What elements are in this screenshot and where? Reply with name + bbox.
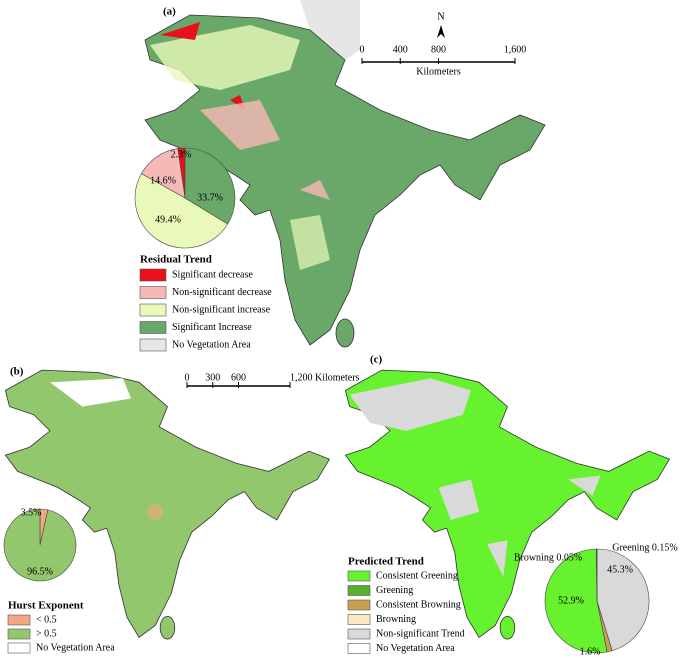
legend-label: Significant Increase <box>172 322 252 333</box>
legend-label: Browning <box>376 614 416 625</box>
legend-swatch <box>347 570 371 582</box>
legend-swatch <box>139 321 167 334</box>
scale-label: 600 <box>231 372 246 383</box>
pie-label: 3.5% <box>21 507 42 518</box>
legend-title: Hurst Exponent <box>8 600 84 612</box>
scale-label: 1,600 <box>504 44 527 55</box>
panel-label: (b) <box>10 366 24 378</box>
pie-slice <box>596 548 650 652</box>
map-a <box>144 0 546 348</box>
legend-label: No Vegetation Area <box>376 643 455 654</box>
legend-swatch <box>347 628 371 640</box>
scale-unit: Kilometers <box>416 66 461 77</box>
pie-label: 45.3% <box>607 564 633 575</box>
legend-swatch <box>347 614 371 625</box>
panel-label: (a) <box>163 6 176 18</box>
pie-label: 14.6% <box>150 175 176 186</box>
legend-swatch <box>347 599 371 611</box>
legend-swatch <box>347 643 371 654</box>
legend-swatch <box>139 268 167 282</box>
legend-swatch <box>139 286 167 299</box>
scale-label: 400 <box>393 44 408 55</box>
pie-label: 96.5% <box>27 566 53 577</box>
legend-label: No Vegetation Area <box>36 642 115 653</box>
pie-label: 1.6% <box>580 646 601 657</box>
legend-swatch <box>139 303 167 317</box>
pie-label: Browning 0.05% <box>514 552 582 563</box>
scale-label: 0 <box>360 44 365 55</box>
pie-slice <box>184 147 236 225</box>
legend-label: < 0.5 <box>36 614 57 625</box>
legend-label: Non-significant decrease <box>172 287 272 298</box>
legend-title: Residual Trend <box>140 254 212 266</box>
pie-label: 2.3% <box>171 149 192 160</box>
pie-label: 52.9% <box>558 595 584 606</box>
panel-label: (c) <box>370 354 383 366</box>
legend-title: Predicted Trend <box>348 556 424 568</box>
legend-swatch <box>347 585 371 596</box>
north-arrow <box>437 25 445 38</box>
map-b <box>5 369 330 640</box>
legend-swatch <box>139 338 167 352</box>
legend-swatch <box>7 614 31 626</box>
pie-label: 33.7% <box>197 192 223 203</box>
pie-slice <box>544 548 608 654</box>
pie-slice <box>134 173 229 249</box>
scale-label: 1,200 Kilometers <box>290 372 360 383</box>
scale-label: 0 <box>185 372 190 383</box>
legend-label: No Vegetation Area <box>172 339 251 350</box>
legend-label: Non-significant increase <box>172 304 271 315</box>
legend-label: Greening <box>376 585 413 596</box>
legend-swatch <box>7 628 31 640</box>
pie-label: Greening 0.15% <box>612 542 678 553</box>
legend-label: Consistent Greening <box>376 570 458 581</box>
legend-label: > 0.5 <box>36 628 57 639</box>
scale-label: 300 <box>205 372 220 383</box>
north-label: N <box>437 11 444 22</box>
legend-label: Non-significant Trend <box>376 628 465 639</box>
map-c <box>345 369 670 640</box>
legend-label: Consistent Browning <box>376 599 461 610</box>
legend-swatch <box>7 642 31 654</box>
pie-label: 49.4% <box>155 214 181 225</box>
legend-label: Significant decrease <box>172 269 253 280</box>
pie-slice <box>3 508 77 582</box>
scale-label: 800 <box>431 44 446 55</box>
